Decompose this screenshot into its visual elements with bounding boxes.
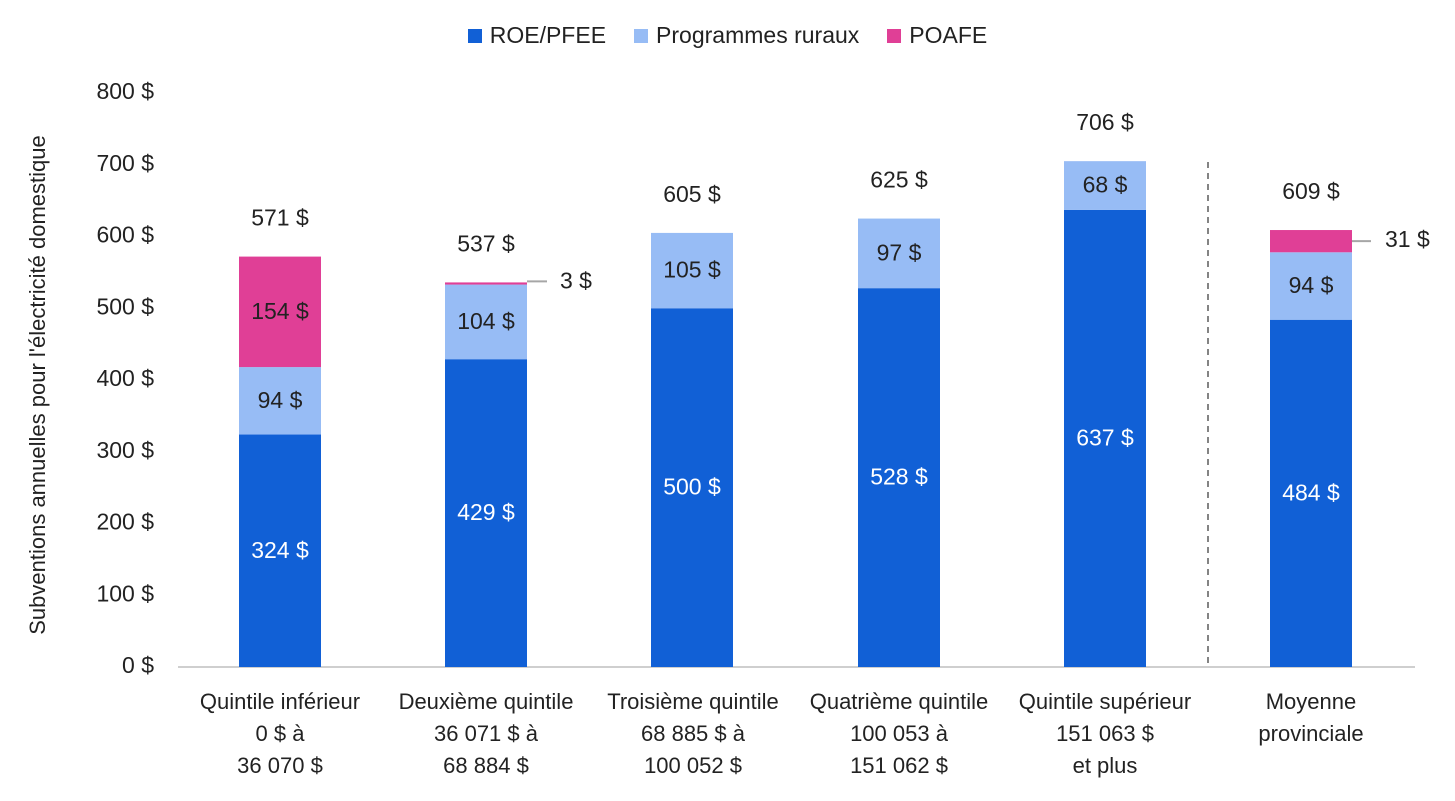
total-label-3: 625 $ [870,167,928,193]
category-label-1: Deuxième quintile 36 071 $ à 68 884 $ [381,686,591,782]
data-label-5-series-0: 484 $ [1282,479,1340,505]
category-2-line-1: 68 885 $ à [641,721,745,746]
bar-0-series-1 [239,367,321,435]
data-label-0-series-0: 324 $ [251,537,309,563]
category-4-line-0: Quintile supérieur [1018,689,1192,714]
category-1-line-2: 68 884 $ [443,753,529,778]
y-tick-label-0: 0 $ [122,652,154,678]
bar-5-series-2 [1270,230,1352,253]
bar-1-series-1 [445,284,527,360]
bar-4-series-0 [1064,209,1146,667]
y-tick-label-3: 300 $ [96,437,154,463]
category-2-line-2: 100 052 $ [644,753,742,778]
bar-1-series-2 [445,282,527,285]
bar-4-series-1 [1064,161,1146,210]
data-label-1-series-1: 104 $ [457,308,515,334]
category-2-line-0: Troisième quintile [607,689,779,714]
legend-item-rural: Programmes ruraux [634,22,859,49]
legend-label-roe: ROE/PFEE [489,22,607,48]
y-tick-label-7: 700 $ [96,150,154,176]
data-label-3-series-1: 97 $ [877,239,922,265]
category-label-4: Quintile supérieur 151 063 $ et plus [1000,686,1210,782]
category-3-line-0: Quatrième quintile [809,689,989,714]
bar-1-series-0 [445,359,527,667]
legend-item-poafe: POAFE [887,22,987,49]
data-label-4-series-1: 68 $ [1083,172,1128,198]
callout-label-1-poafe: 3 $ [560,267,592,293]
total-label-5: 609 $ [1282,178,1340,204]
callout-label-5-poafe: 31 $ [1385,226,1430,252]
y-tick-label-2: 200 $ [96,509,154,535]
bar-5-series-0 [1270,319,1352,667]
legend-swatch-poafe [887,28,902,43]
category-5-line-0: Moyenne [1265,689,1357,714]
category-4-line-1: 151 063 $ [1056,721,1154,746]
category-label-0: Quintile inférieur 0 $ à 36 070 $ [175,686,385,782]
legend-label-poafe: POAFE [909,22,988,48]
category-label-3: Quatrième quintile 100 053 à 151 062 $ [794,686,1004,782]
y-tick-label-1: 100 $ [96,580,154,606]
data-label-3-series-0: 528 $ [870,464,928,490]
data-label-1-series-0: 429 $ [457,499,515,525]
data-label-0-series-1: 94 $ [258,387,303,413]
legend-swatch-rural [634,28,649,43]
category-label-2: Troisième quintile 68 885 $ à 100 052 $ [588,686,798,782]
data-label-2-series-1: 105 $ [663,257,721,283]
data-label-2-series-0: 500 $ [663,474,721,500]
total-label-1: 537 $ [457,230,515,256]
category-0-line-0: Quintile inférieur [199,689,361,714]
category-5-line-1: provinciale [1258,721,1364,746]
y-tick-label-6: 600 $ [96,222,154,248]
legend-label-rural: Programmes ruraux [656,22,860,48]
y-tick-label-5: 500 $ [96,293,154,319]
category-3-line-1: 100 053 à [850,721,948,746]
data-label-5-series-1: 94 $ [1289,272,1334,298]
category-0-line-2: 36 070 $ [237,753,323,778]
bar-2-series-0 [651,308,733,667]
category-0-line-1: 0 $ à [255,721,305,746]
bar-3-series-1 [858,218,940,289]
bar-0-series-2 [239,256,321,368]
total-label-4: 706 $ [1076,109,1134,135]
category-1-line-1: 36 071 $ à [434,721,538,746]
total-label-0: 571 $ [251,205,309,231]
bar-5-series-1 [1270,252,1352,320]
category-label-5: Moyenne provinciale [1206,686,1416,750]
y-tick-label-4: 400 $ [96,365,154,391]
y-tick-label-8: 800 $ [96,78,154,104]
legend-item-roe: ROE/PFEE [467,22,607,49]
bar-3-series-0 [858,288,940,667]
data-label-4-series-0: 637 $ [1076,425,1134,451]
data-label-0-series-2: 154 $ [251,298,309,324]
legend-swatch-roe [467,28,482,43]
category-1-line-0: Deuxième quintile [398,689,574,714]
category-4-line-2: et plus [1072,753,1138,778]
bar-2-series-1 [651,232,733,309]
total-label-2: 605 $ [663,181,721,207]
legend: ROE/PFEE Programmes ruraux POAFE [0,22,1455,49]
bar-0-series-0 [239,434,321,667]
category-3-line-2: 151 062 $ [850,753,948,778]
